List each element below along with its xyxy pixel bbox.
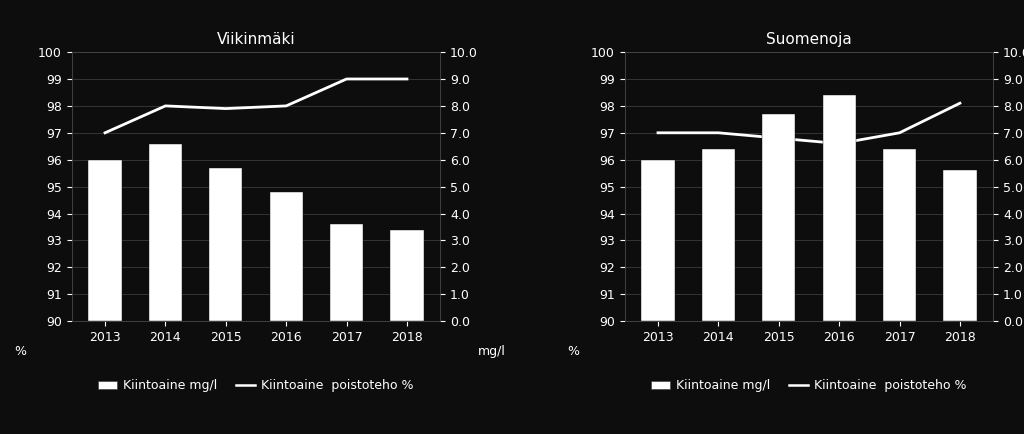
Text: mg/l: mg/l [478,345,506,358]
Bar [762,114,796,321]
Bar [943,171,977,321]
Legend: Kiintoaine mg/l, Kiintoaine  poistoteho %: Kiintoaine mg/l, Kiintoaine poistoteho % [93,375,419,398]
Bar [88,160,122,321]
Text: %: % [567,345,579,358]
Title: Suomenoja: Suomenoja [766,32,852,47]
Bar [330,224,364,321]
Bar [641,160,675,321]
Bar [390,230,424,321]
Bar [822,95,856,321]
Bar [269,192,303,321]
Bar [701,149,735,321]
Bar [209,168,243,321]
Legend: Kiintoaine mg/l, Kiintoaine  poistoteho %: Kiintoaine mg/l, Kiintoaine poistoteho % [646,375,972,398]
Title: Viikinmäki: Viikinmäki [217,32,295,47]
Bar [883,149,916,321]
Bar [148,144,182,321]
Text: %: % [14,345,26,358]
